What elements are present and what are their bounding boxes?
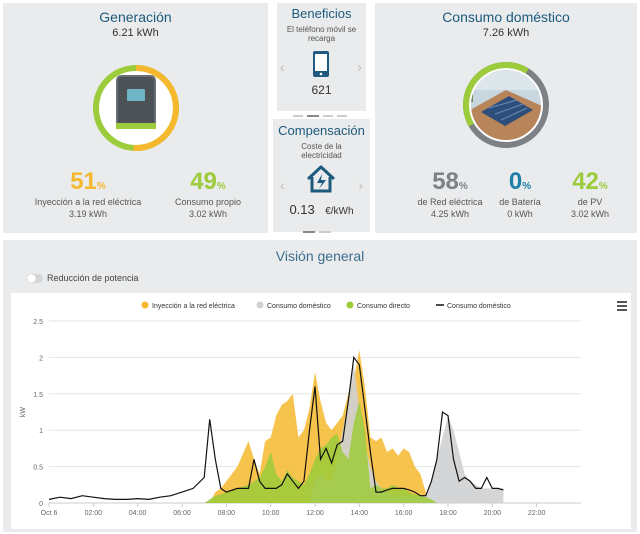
chart-container: 0 0.5 1 1.5 2 2.5 kW Oct 6 02:00 04:00 06:00 08:00 1… <box>11 293 631 529</box>
y-tick-label: 2.5 <box>33 319 43 326</box>
generation-value: 6.21 kWh <box>112 27 159 39</box>
legend-label: Inyección a la red eléctrica <box>152 303 235 310</box>
x-tick-label: 22:00 <box>528 510 546 517</box>
compensation-title: Compensación <box>278 123 365 138</box>
from-battery-kwh: 0 kWh <box>507 209 533 219</box>
overview-panel: Visión general Reducción de potencia 0 0.… <box>3 240 637 532</box>
power-reduction-label: Reducción de potencia <box>47 273 139 283</box>
y-tick-label: 0 <box>39 501 43 508</box>
power-reduction-toggle[interactable] <box>27 274 43 283</box>
benefits-caption: El teléfono móvil se recarga <box>286 25 357 43</box>
x-tick-label: 04:00 <box>129 510 147 517</box>
from-battery-label: de Batería <box>499 197 541 207</box>
x-tick-label: 14:00 <box>351 510 369 517</box>
benefits-next-arrow[interactable]: › <box>357 59 362 75</box>
benefits-value: 621 <box>311 83 332 97</box>
mobile-phone-icon <box>313 51 329 77</box>
compensation-prev-arrow[interactable]: ‹ <box>280 177 285 193</box>
legend-label: Consumo doméstico <box>447 303 511 310</box>
grid-injection-area <box>49 350 504 503</box>
from-grid-label: de Red eléctrica <box>417 197 483 207</box>
grid-injection-label: Inyección a la red eléctrica <box>34 197 142 207</box>
compensation-pager[interactable] <box>303 220 335 233</box>
legend-swatch <box>141 301 149 309</box>
from-battery-percent: 0 <box>508 168 523 195</box>
legend-label: Consumo doméstico <box>267 303 331 310</box>
x-tick-label: Oct 6 <box>41 510 58 517</box>
compensation-panel: Compensación Coste de la electricidad ‹ … <box>273 119 370 233</box>
x-tick-label: 16:00 <box>395 510 413 517</box>
house-plug-icon <box>306 165 336 193</box>
legend-swatch <box>346 301 354 309</box>
generation-panel: Generación 6.21 kWh 51% Inyección a la r… <box>3 3 268 233</box>
direct-consumption-area <box>49 401 504 503</box>
generation-title: Generación <box>99 9 172 25</box>
benefits-panel: Beneficios El teléfono móvil se recarga … <box>277 3 366 117</box>
self-consumption-label: Consumo propio <box>174 197 242 207</box>
legend-label: Consumo directo <box>357 303 410 310</box>
y-tick-label: 0.5 <box>33 465 43 472</box>
x-tick-label: 20:00 <box>484 510 502 517</box>
y-axis-label: kW <box>20 407 27 418</box>
y-tick-label: 2 <box>39 355 43 362</box>
compensation-unit: €/kWh <box>325 206 354 217</box>
x-tick-label: 18:00 <box>439 510 457 517</box>
benefits-title: Beneficios <box>291 6 352 21</box>
from-grid-percent: 58 <box>432 168 459 195</box>
compensation-value: 0.13 <box>289 202 315 217</box>
self-consumption-kwh: 3.02 kWh <box>188 209 228 219</box>
x-tick-label: 08:00 <box>218 510 236 517</box>
compensation-next-arrow[interactable]: › <box>358 177 363 193</box>
house-solar-roof-icon <box>471 70 541 140</box>
legend-swatch <box>256 301 264 309</box>
x-tick-label: 06:00 <box>173 510 191 517</box>
self-consumption-unit: % <box>216 181 226 192</box>
from-grid-kwh: 4.25 kWh <box>430 209 470 219</box>
overview-chart: 0 0.5 1 1.5 2 2.5 kW Oct 6 02:00 04:00 06:00 08:00 1… <box>20 301 581 517</box>
consumption-value: 7.26 kWh <box>482 27 530 39</box>
from-grid-unit: % <box>458 181 468 192</box>
benefits-pager[interactable] <box>293 104 351 117</box>
x-tick-label: 10:00 <box>262 510 280 517</box>
y-tick-label: 1.5 <box>33 392 43 399</box>
inverter-icon <box>116 75 156 129</box>
self-consumption-percent: 49 <box>190 168 217 195</box>
consumption-ring <box>462 62 549 148</box>
chart-menu-icon[interactable] <box>617 301 627 311</box>
x-tick-label: 02:00 <box>85 510 103 517</box>
from-pv-label: de PV <box>577 197 603 207</box>
home-consumption-line <box>48 355 504 501</box>
grid-injection-percent: 51 <box>70 168 97 195</box>
from-pv-kwh: 3.02 kWh <box>570 209 610 219</box>
compensation-caption: Coste de la electricidad <box>301 142 342 160</box>
overview-title: Visión general <box>275 248 365 264</box>
benefits-prev-arrow[interactable]: ‹ <box>280 59 285 75</box>
grid-injection-unit: % <box>96 181 106 192</box>
from-pv-unit: % <box>598 181 608 192</box>
consumption-title: Consumo doméstico <box>442 9 570 25</box>
x-tick-label: 12:00 <box>306 510 324 517</box>
generation-ring <box>93 65 179 151</box>
compensation-value-row: 0.13 €/kWh <box>273 201 370 219</box>
y-tick-label: 1 <box>39 428 43 435</box>
from-pv-percent: 42 <box>572 168 599 195</box>
from-battery-unit: % <box>522 181 532 192</box>
grid-injection-kwh: 3.19 kWh <box>68 209 108 219</box>
home-consumption-area <box>49 364 504 503</box>
consumption-panel: Consumo doméstico 7.26 kWh 58% de Red el… <box>375 3 637 233</box>
